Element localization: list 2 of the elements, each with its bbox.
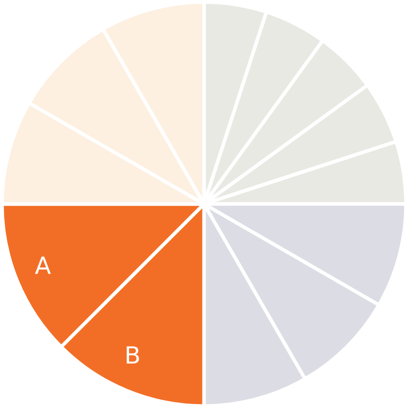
slice-label: A [35, 256, 51, 274]
slice-label: B [126, 346, 139, 364]
